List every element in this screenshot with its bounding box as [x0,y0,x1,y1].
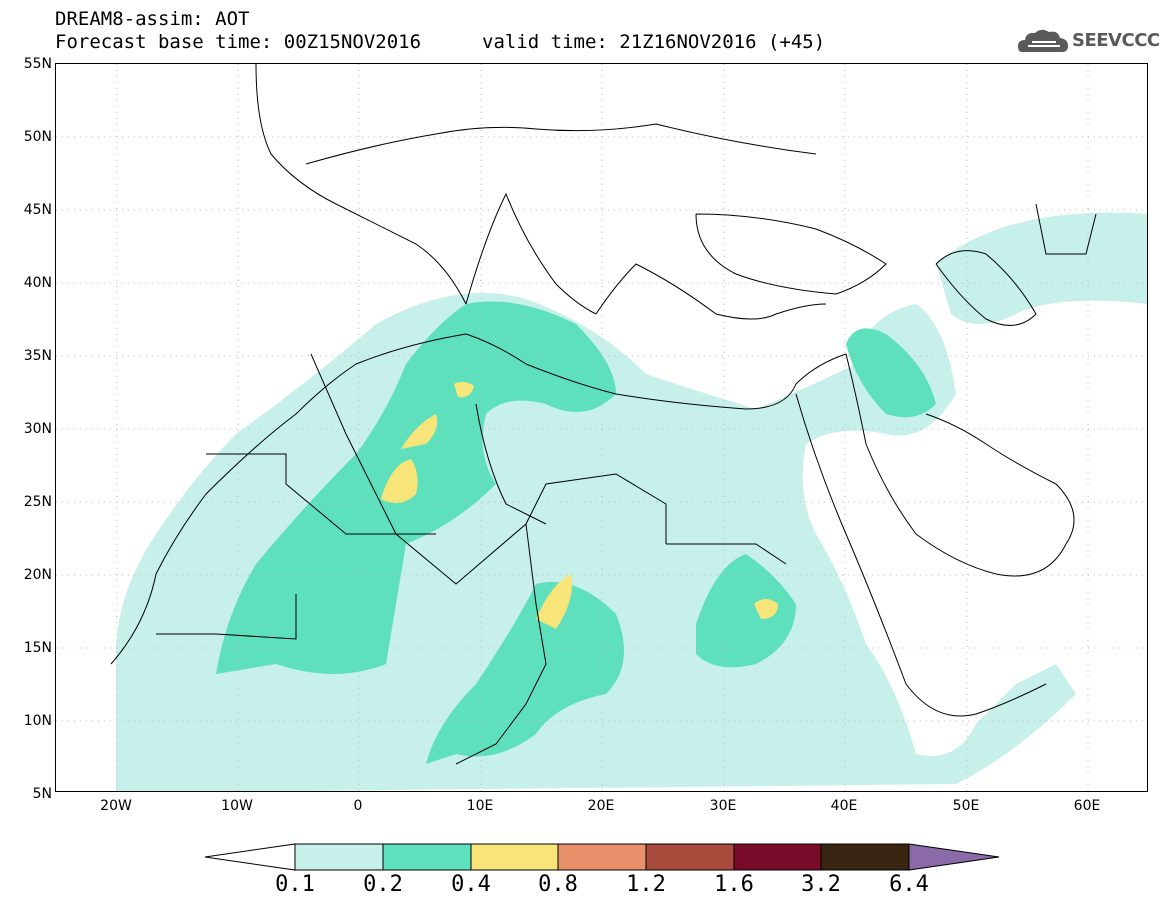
colorbar-label: 0.1 [275,872,315,897]
lat-label: 15N [23,640,52,656]
colorbar-bin [557,843,647,871]
colorbar-bin [470,843,559,871]
cloud-icon [1018,29,1068,52]
lon-label: 10W [221,798,253,814]
lat-label: 10N [23,713,52,729]
colorbar-above [908,843,1000,871]
lon-label: 0 [353,798,363,814]
map-title: DREAM8-assim: AOT [55,8,250,30]
colorbar-bin [294,843,384,871]
lat-label: 5N [32,786,52,802]
logo-text: SEEVCCC [1072,30,1160,51]
colorbar-label: 6.4 [889,872,929,897]
lon-label: 10E [466,798,494,814]
forecast-base-time: Forecast base time: 00Z15NOV2016 [55,31,422,53]
colorbar-label: 1.6 [714,872,754,897]
lon-label: 20E [587,798,615,814]
colorbar-label: 0.4 [451,872,491,897]
lat-label: 20N [23,567,52,583]
colorbar-bin [382,843,472,871]
coastlines [110,64,1097,765]
colorbar-bin [733,843,822,871]
lat-label: 45N [23,202,52,218]
graticule [56,64,1147,791]
lon-label: 30E [709,798,737,814]
colorbar-label: 0.2 [363,872,403,897]
colorbar-bin [645,843,735,871]
lat-label: 30N [23,421,52,437]
colorbar [205,843,1000,871]
lat-label: 25N [23,494,52,510]
colorbar-below [205,843,296,871]
colorbar-bin [820,843,910,871]
lat-label: 40N [23,275,52,291]
lat-label: 55N [23,56,52,72]
lon-label: 40E [830,798,858,814]
colorbar-label: 3.2 [801,872,841,897]
lat-label: 35N [23,348,52,364]
lon-label: 50E [952,798,980,814]
aot-contour-0.2 [216,301,936,764]
colorbar-label: 1.2 [626,872,666,897]
lat-label: 50N [23,129,52,145]
lon-label: 60E [1073,798,1101,814]
aot-map [56,64,1147,791]
valid-time: valid time: 21Z16NOV2016 (+45) [482,31,826,53]
map-panel [55,63,1148,792]
lon-label: 20W [100,798,132,814]
colorbar-label: 0.8 [538,872,578,897]
